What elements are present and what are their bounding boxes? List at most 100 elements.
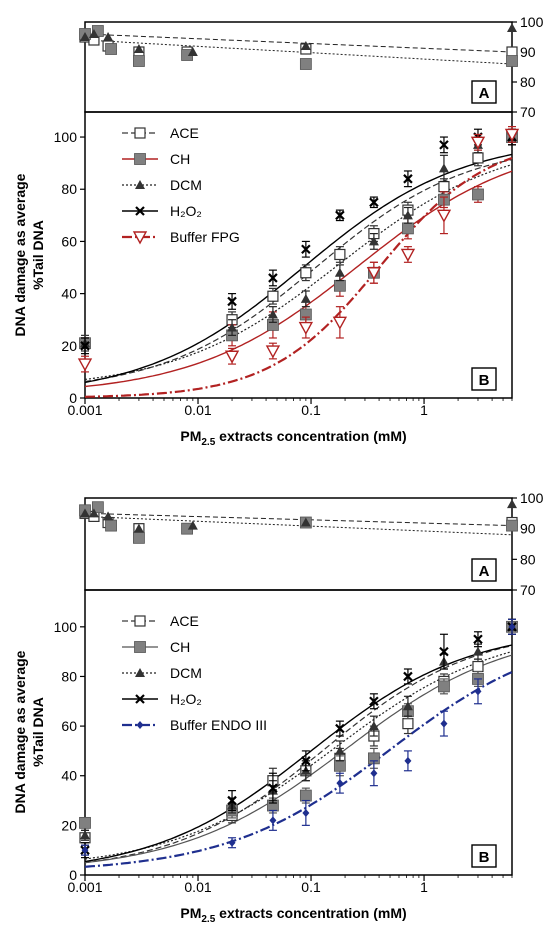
data-point <box>301 244 311 255</box>
data-point <box>332 316 348 330</box>
y-tick-label: 20 <box>61 817 77 833</box>
data-point <box>269 816 277 825</box>
data-point <box>403 174 413 184</box>
data-point <box>473 634 483 645</box>
data-point <box>227 322 238 332</box>
data-point <box>436 209 452 223</box>
inset-y-tick-label: 90 <box>520 44 536 60</box>
panel-b-label: B <box>479 849 490 866</box>
data-point <box>404 756 412 765</box>
data-point <box>227 296 237 307</box>
data-point <box>227 795 237 806</box>
y-tick-label: 0 <box>69 867 77 883</box>
inset-point <box>299 58 312 70</box>
data-point <box>508 622 516 631</box>
x-axis-label: PM2.5 extracts concentration (mM) <box>180 428 406 448</box>
legend-marker <box>134 615 146 627</box>
y-axis-label-line1: DNA damage as average <box>12 173 28 336</box>
data-point <box>366 267 382 281</box>
data-point <box>268 783 278 793</box>
inset-point <box>105 43 117 55</box>
inset-point <box>133 44 144 53</box>
inset-y-tick-label: 100 <box>520 490 544 506</box>
data-point <box>298 321 314 336</box>
data-point <box>368 236 379 246</box>
inset-trend-line <box>84 512 513 527</box>
legend-marker <box>134 127 146 139</box>
data-point <box>335 210 345 221</box>
legend-marker <box>132 231 148 245</box>
legend-label: ACE <box>170 125 199 141</box>
y-tick-label: 60 <box>61 718 77 734</box>
panel-a-label: A <box>479 85 490 102</box>
legend-marker <box>136 721 144 729</box>
data-point <box>267 290 279 302</box>
legend-label: H₂O₂ <box>170 691 202 707</box>
data-point <box>472 152 484 164</box>
x-axis-label-main: PM <box>180 905 201 921</box>
inset-trend-line <box>84 515 513 536</box>
data-point <box>81 846 89 855</box>
fit-curve <box>84 644 513 863</box>
inset-point <box>80 32 90 41</box>
chart-panel-top: 70 80 90 100 A 0 20 40 60 80 100 0.001 0.01 0.1 1 DNA d… <box>12 14 544 448</box>
inset-y-tick-label: 80 <box>520 551 536 567</box>
inset-point <box>187 47 198 56</box>
panel-b-box <box>471 844 497 868</box>
legend-marker <box>134 153 146 165</box>
data-point <box>334 248 346 261</box>
x-axis-label-rest: extracts concentration (mM) <box>215 428 406 444</box>
legend-label: ACE <box>170 613 199 629</box>
inset-trend-line <box>84 39 513 65</box>
data-point <box>472 188 484 201</box>
x-axis-label-main: PM <box>180 428 201 444</box>
legend-label: DCM <box>170 665 202 681</box>
data-point <box>439 140 449 150</box>
panel-b-box <box>471 367 497 391</box>
inset-point <box>187 520 198 530</box>
x-tick-label: 1 <box>420 402 428 418</box>
data-point <box>300 293 311 303</box>
x-tick-label: 0.1 <box>301 879 321 895</box>
data-point <box>472 646 483 656</box>
data-point <box>440 719 448 728</box>
data-point <box>302 808 310 817</box>
data-point <box>300 267 312 279</box>
inset-point <box>80 508 90 518</box>
inset-point <box>133 531 145 544</box>
data-point <box>336 779 344 788</box>
fit-curve <box>84 670 513 868</box>
x-tick-label: 0.1 <box>301 402 321 418</box>
data-point <box>268 273 278 283</box>
data-point <box>77 358 93 372</box>
legend-marker <box>135 180 145 189</box>
inset-y-tick-label: 70 <box>520 582 536 598</box>
main-frame <box>84 589 513 876</box>
fit-curve <box>84 153 513 384</box>
y-tick-label: 100 <box>54 619 78 635</box>
legend-marker <box>135 694 145 704</box>
inset-point <box>88 508 99 518</box>
data-point <box>470 136 486 150</box>
y-tick-label: 80 <box>61 668 77 684</box>
y-axis-label-line2: %Tail DNA <box>30 220 46 290</box>
legend-marker <box>135 206 145 216</box>
inset-point <box>507 499 517 509</box>
y-axis-label-line2: %Tail DNA <box>30 697 46 767</box>
data-point <box>228 838 236 847</box>
legend-label: CH <box>170 639 190 655</box>
data-point <box>369 197 379 208</box>
inset-point <box>103 511 114 521</box>
panel-a-label: A <box>479 563 490 580</box>
data-point <box>438 680 450 693</box>
inset-point <box>506 55 518 67</box>
data-point <box>402 701 413 711</box>
data-point <box>334 745 345 755</box>
fit-curve <box>84 164 513 380</box>
x-axis-label-rest: extracts concentration (mM) <box>215 905 406 921</box>
inset-point <box>133 55 145 67</box>
data-point <box>333 759 346 772</box>
inset-point <box>506 519 518 532</box>
inset-y-tick-label: 100 <box>520 14 544 30</box>
